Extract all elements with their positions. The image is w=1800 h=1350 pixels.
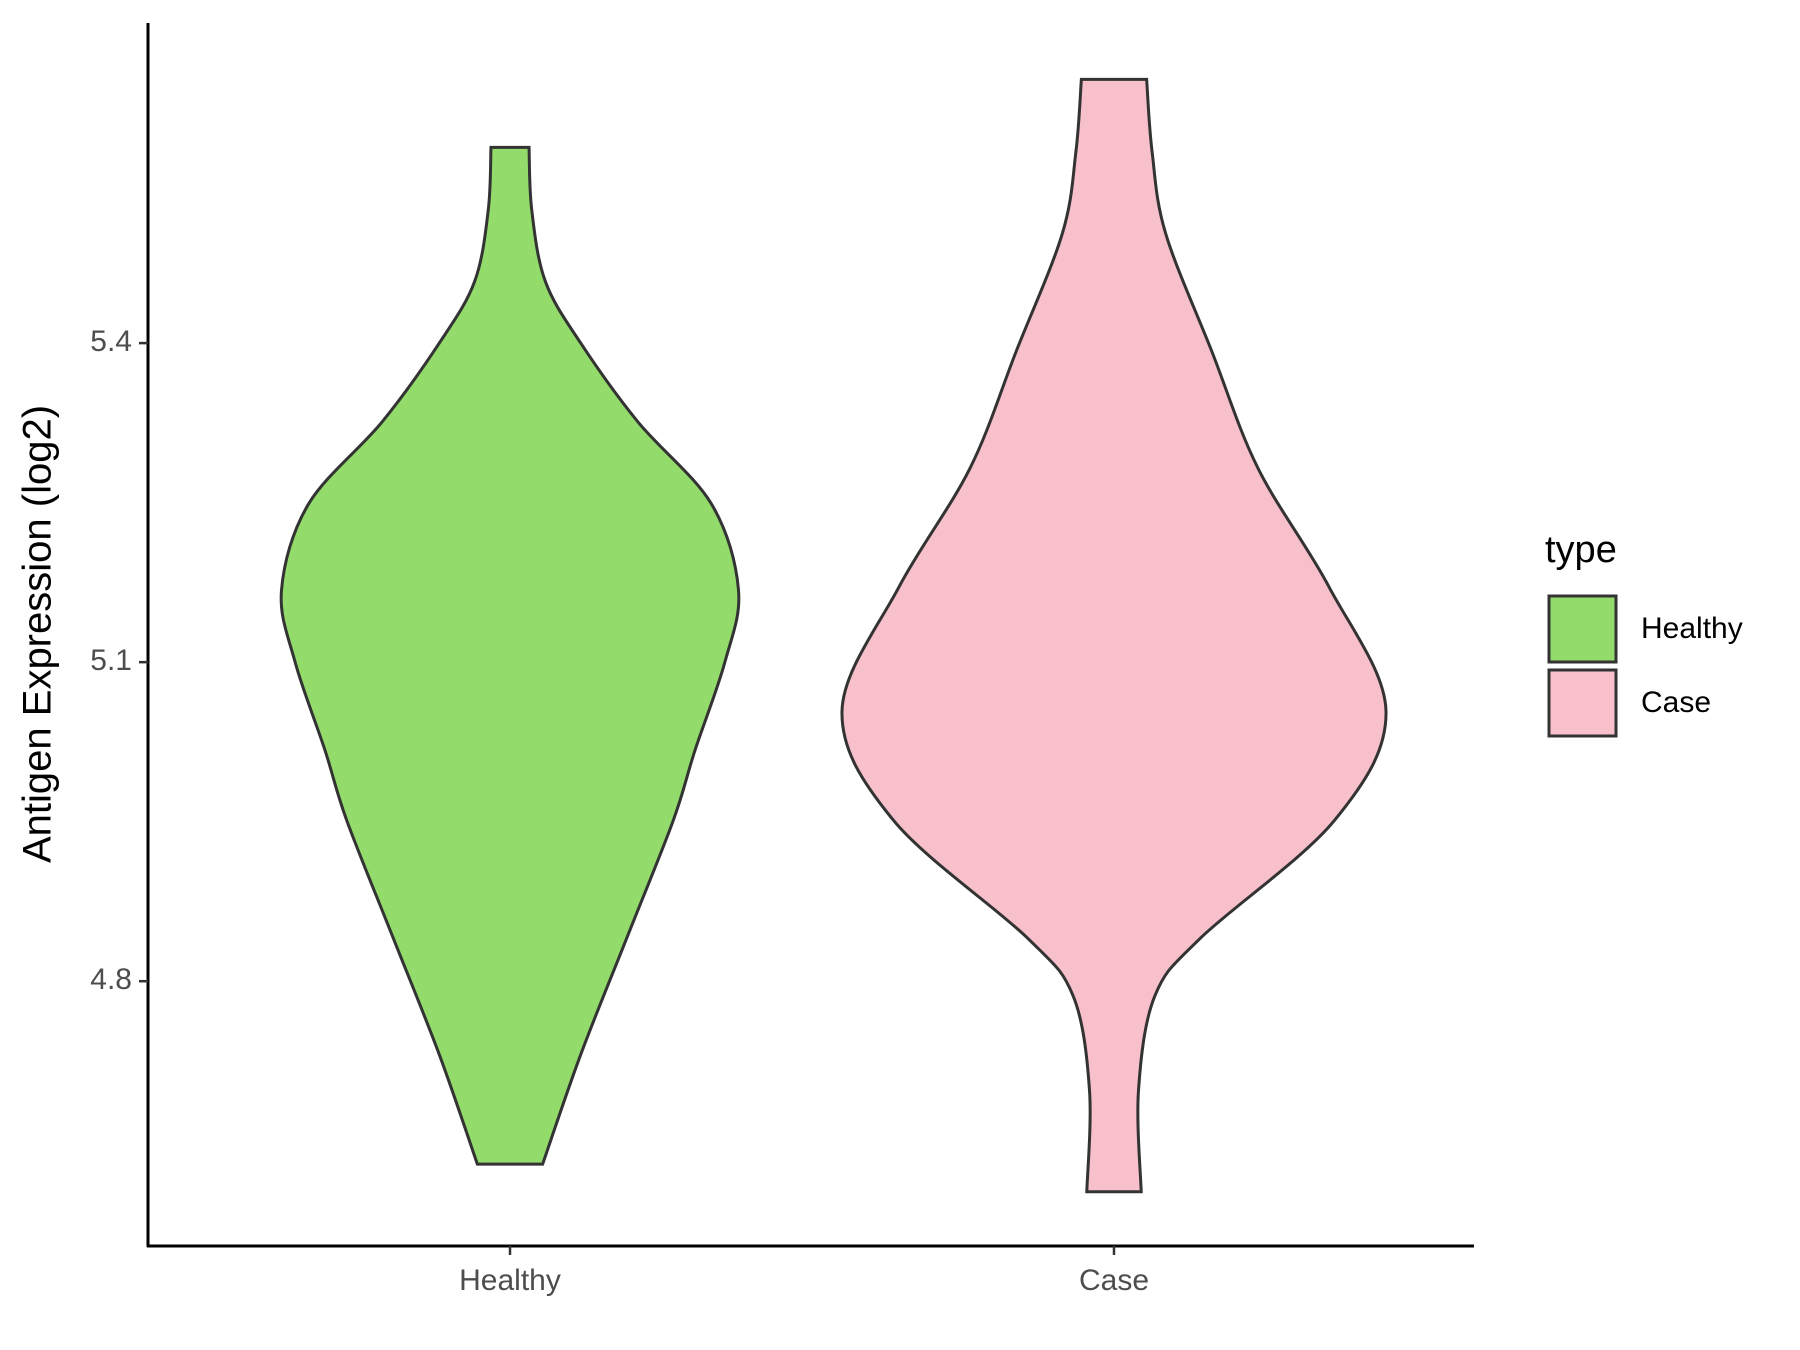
y-tick-label: 5.4 xyxy=(90,325,132,358)
legend-key xyxy=(1547,594,1618,664)
violin xyxy=(840,77,1388,1194)
y-axis-title: Antigen Expression (log2) xyxy=(16,405,60,863)
legend-label: Case xyxy=(1641,686,1711,719)
x-tick-label: Healthy xyxy=(459,1264,561,1297)
y-tick-label: 5.1 xyxy=(90,644,132,677)
legend-key xyxy=(1547,668,1618,738)
x-tick-label: Case xyxy=(1079,1264,1149,1297)
legend-label: Healthy xyxy=(1641,612,1743,645)
legend-title: type xyxy=(1545,529,1617,571)
y-tick-label: 4.8 xyxy=(90,963,132,996)
violin xyxy=(279,145,741,1166)
